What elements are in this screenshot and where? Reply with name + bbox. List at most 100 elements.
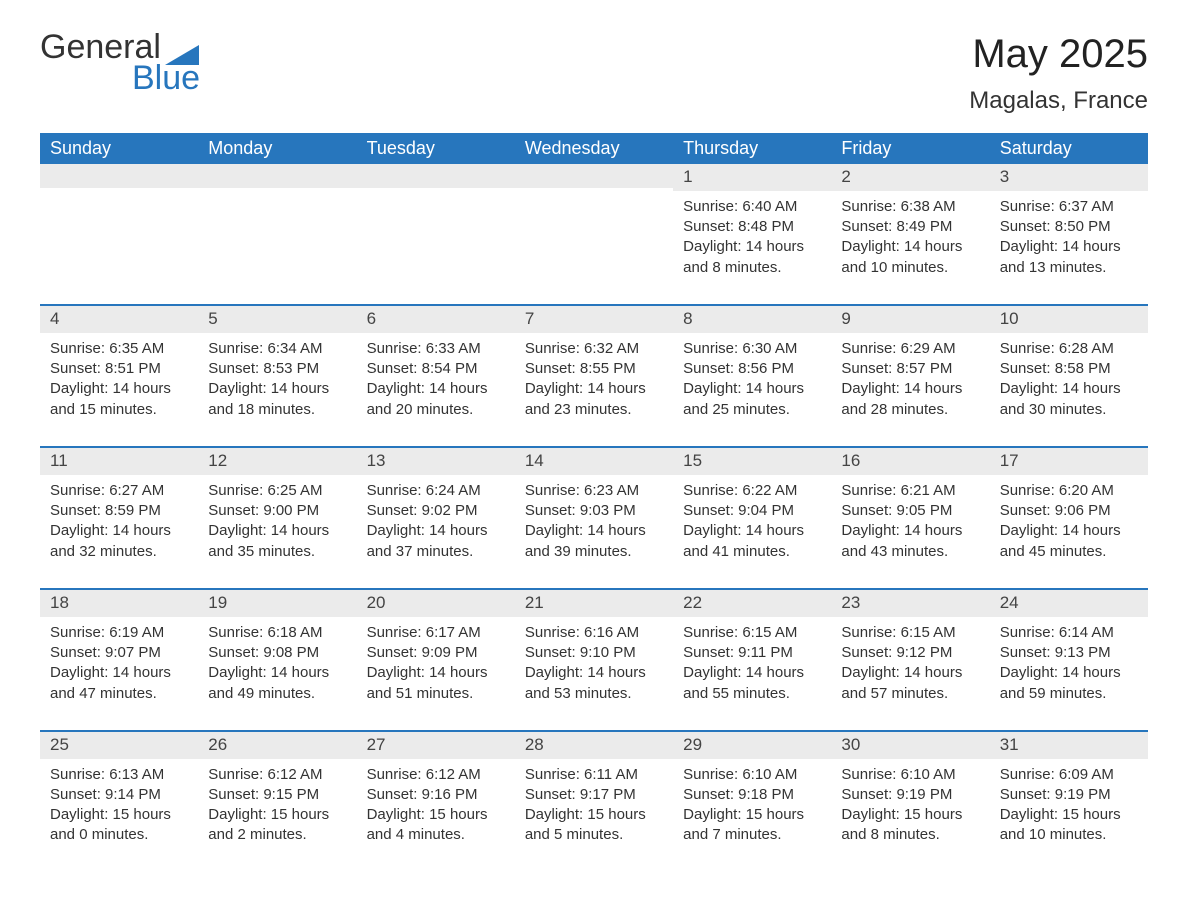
sunrise-line: Sunrise: 6:12 AM <box>208 765 346 785</box>
sunset-line: Sunset: 8:51 PM <box>50 359 188 379</box>
calendar-cell <box>357 164 515 300</box>
calendar-week: 11Sunrise: 6:27 AMSunset: 8:59 PMDayligh… <box>40 446 1148 584</box>
daylight-line: Daylight: 14 hours and 49 minutes. <box>208 663 346 704</box>
day-header: Saturday <box>990 133 1148 164</box>
date-number: 14 <box>515 448 673 475</box>
sunset-line: Sunset: 8:55 PM <box>525 359 663 379</box>
daylight-line: Daylight: 15 hours and 0 minutes. <box>50 805 188 846</box>
date-number: 31 <box>990 732 1148 759</box>
sunrise-line: Sunrise: 6:10 AM <box>841 765 979 785</box>
sunrise-line: Sunrise: 6:35 AM <box>50 339 188 359</box>
date-number: 15 <box>673 448 831 475</box>
sunrise-line: Sunrise: 6:40 AM <box>683 197 821 217</box>
sunset-line: Sunset: 9:13 PM <box>1000 643 1138 663</box>
sunrise-line: Sunrise: 6:38 AM <box>841 197 979 217</box>
daylight-line: Daylight: 14 hours and 32 minutes. <box>50 521 188 562</box>
sunset-line: Sunset: 9:19 PM <box>841 785 979 805</box>
calendar-cell: 3Sunrise: 6:37 AMSunset: 8:50 PMDaylight… <box>990 164 1148 300</box>
sunset-line: Sunset: 8:56 PM <box>683 359 821 379</box>
sunset-line: Sunset: 8:53 PM <box>208 359 346 379</box>
daylight-line: Daylight: 15 hours and 5 minutes. <box>525 805 663 846</box>
sunrise-line: Sunrise: 6:33 AM <box>367 339 505 359</box>
sunset-line: Sunset: 9:19 PM <box>1000 785 1138 805</box>
calendar-cell: 18Sunrise: 6:19 AMSunset: 9:07 PMDayligh… <box>40 590 198 726</box>
daylight-line: Daylight: 14 hours and 59 minutes. <box>1000 663 1138 704</box>
calendar-cell: 7Sunrise: 6:32 AMSunset: 8:55 PMDaylight… <box>515 306 673 442</box>
title-block: May 2025 Magalas, France <box>969 32 1148 115</box>
date-number: 24 <box>990 590 1148 617</box>
daylight-line: Daylight: 15 hours and 10 minutes. <box>1000 805 1138 846</box>
sunrise-line: Sunrise: 6:17 AM <box>367 623 505 643</box>
date-number: 29 <box>673 732 831 759</box>
calendar-cell <box>515 164 673 300</box>
date-number: 18 <box>40 590 198 617</box>
daylight-line: Daylight: 14 hours and 45 minutes. <box>1000 521 1138 562</box>
calendar-cell: 31 Sunrise: 6:09 AMSunset: 9:19 PMDayligh… <box>990 732 1148 868</box>
sunrise-line: Sunrise: 6:23 AM <box>525 481 663 501</box>
daylight-line: Daylight: 15 hours and 2 minutes. <box>208 805 346 846</box>
date-number: 21 <box>515 590 673 617</box>
calendar-cell: 15Sunrise: 6:22 AMSunset: 9:04 PMDayligh… <box>673 448 831 584</box>
calendar-cell: 14 Sunrise: 6:23 AMSunset: 9:03 PMDayligh… <box>515 448 673 584</box>
sunset-line: Sunset: 8:54 PM <box>367 359 505 379</box>
sunset-line: Sunset: 8:58 PM <box>1000 359 1138 379</box>
sunrise-line: Sunrise: 6:09 AM <box>1000 765 1138 785</box>
sunrise-line: Sunrise: 6:32 AM <box>525 339 663 359</box>
day-header: Thursday <box>673 133 831 164</box>
sunrise-line: Sunrise: 6:25 AM <box>208 481 346 501</box>
calendar-cell: 8Sunrise: 6:30 AMSunset: 8:56 PMDaylight… <box>673 306 831 442</box>
day-header: Monday <box>198 133 356 164</box>
daylight-line: Daylight: 14 hours and 37 minutes. <box>367 521 505 562</box>
date-number: 28 <box>515 732 673 759</box>
calendar-week: 25Sunrise: 6:13 AMSunset: 9:14 PMDayligh… <box>40 730 1148 868</box>
sunset-line: Sunset: 9:10 PM <box>525 643 663 663</box>
page-title: May 2025 <box>969 32 1148 77</box>
day-header: Wednesday <box>515 133 673 164</box>
daylight-line: Daylight: 14 hours and 8 minutes. <box>683 237 821 278</box>
sunrise-line: Sunrise: 6:18 AM <box>208 623 346 643</box>
date-number: 7 <box>515 306 673 333</box>
calendar: Sunday Monday Tuesday Wednesday Thursday… <box>40 133 1148 868</box>
date-number: 19 <box>198 590 356 617</box>
daylight-line: Daylight: 14 hours and 39 minutes. <box>525 521 663 562</box>
sunset-line: Sunset: 9:15 PM <box>208 785 346 805</box>
calendar-cell: 6Sunrise: 6:33 AMSunset: 8:54 PMDaylight… <box>357 306 515 442</box>
sunset-line: Sunset: 9:03 PM <box>525 501 663 521</box>
date-number <box>198 164 356 188</box>
date-number: 12 <box>198 448 356 475</box>
date-number: 17 <box>990 448 1148 475</box>
date-number: 1 <box>673 164 831 191</box>
calendar-cell: 23Sunrise: 6:15 AMSunset: 9:12 PMDayligh… <box>831 590 989 726</box>
date-number: 13 <box>357 448 515 475</box>
date-number: 4 <box>40 306 198 333</box>
sunrise-line: Sunrise: 6:16 AM <box>525 623 663 643</box>
calendar-cell: 30Sunrise: 6:10 AMSunset: 9:19 PMDayligh… <box>831 732 989 868</box>
sunrise-line: Sunrise: 6:24 AM <box>367 481 505 501</box>
sunset-line: Sunset: 9:16 PM <box>367 785 505 805</box>
brand-line1: General <box>40 32 200 63</box>
date-number: 30 <box>831 732 989 759</box>
sunrise-line: Sunrise: 6:15 AM <box>841 623 979 643</box>
sunset-line: Sunset: 9:04 PM <box>683 501 821 521</box>
calendar-cell: 24Sunrise: 6:14 AMSunset: 9:13 PMDayligh… <box>990 590 1148 726</box>
calendar-cell: 26 Sunrise: 6:12 AMSunset: 9:15 PMDayligh… <box>198 732 356 868</box>
date-number: 20 <box>357 590 515 617</box>
calendar-cell: 25Sunrise: 6:13 AMSunset: 9:14 PMDayligh… <box>40 732 198 868</box>
day-header: Tuesday <box>357 133 515 164</box>
daylight-line: Daylight: 14 hours and 20 minutes. <box>367 379 505 420</box>
daylight-line: Daylight: 14 hours and 55 minutes. <box>683 663 821 704</box>
daylight-line: Daylight: 14 hours and 30 minutes. <box>1000 379 1138 420</box>
brand-name-1: General <box>40 32 161 63</box>
date-number: 26 <box>198 732 356 759</box>
calendar-cell: 27Sunrise: 6:12 AMSunset: 9:16 PMDayligh… <box>357 732 515 868</box>
sunset-line: Sunset: 8:49 PM <box>841 217 979 237</box>
sunset-line: Sunset: 9:05 PM <box>841 501 979 521</box>
daylight-line: Daylight: 15 hours and 7 minutes. <box>683 805 821 846</box>
sunset-line: Sunset: 9:08 PM <box>208 643 346 663</box>
calendar-cell: 2Sunrise: 6:38 AMSunset: 8:49 PMDaylight… <box>831 164 989 300</box>
calendar-cell: 22Sunrise: 6:15 AMSunset: 9:11 PMDayligh… <box>673 590 831 726</box>
calendar-cell: 11Sunrise: 6:27 AMSunset: 8:59 PMDayligh… <box>40 448 198 584</box>
daylight-line: Daylight: 14 hours and 35 minutes. <box>208 521 346 562</box>
date-number <box>357 164 515 188</box>
calendar-cell: 21Sunrise: 6:16 AMSunset: 9:10 PMDayligh… <box>515 590 673 726</box>
